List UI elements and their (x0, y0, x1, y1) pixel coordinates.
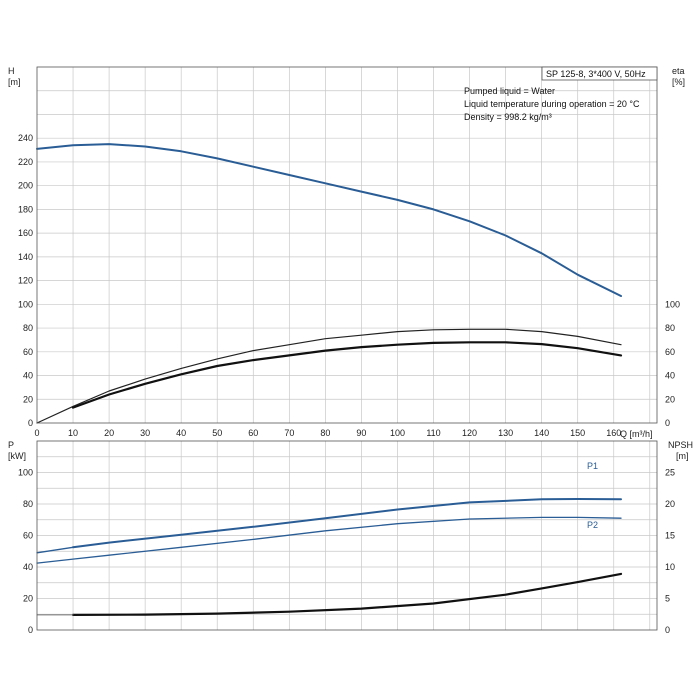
head-tick-label: 20 (23, 394, 33, 404)
eta-tick-label: 100 (665, 299, 680, 309)
npsh-curve (71, 572, 623, 617)
head-tick-label: 200 (18, 181, 33, 191)
npsh-tick-label: 25 (665, 468, 675, 478)
power-tick-label: 80 (23, 499, 33, 509)
x-tick-label: 50 (212, 428, 222, 438)
eta-tick-label: 0 (665, 418, 670, 428)
P-extension-curve (36, 546, 74, 554)
power-axis-label: P (8, 440, 14, 450)
x-tick-label: 140 (534, 428, 549, 438)
eta-thick-curve (71, 341, 623, 409)
p2-series-label: P2 (587, 520, 598, 530)
eta-tick-label: 20 (665, 394, 675, 404)
eta-tick-label: 40 (665, 371, 675, 381)
lower-ticks: 0 20 40 60 80 100 0 5 10 15 20 25 (18, 468, 675, 636)
npsh-tick-label: 15 (665, 531, 675, 541)
head-tick-label: 180 (18, 204, 33, 214)
liquid-info: Pumped liquid = Water Liquid temperature… (464, 86, 640, 122)
lower-grid (37, 441, 657, 630)
p1-series-label: P1 (587, 461, 598, 471)
head-axis-unit: [m] (8, 77, 21, 87)
power-npsh-panel: 0 20 40 60 80 100 0 5 10 15 20 25 P [kW] NPSH [m] P… (8, 440, 693, 635)
x-tick-label: 90 (356, 428, 366, 438)
x-tick-label: 60 (248, 428, 258, 438)
lower-plot-frame (36, 440, 658, 631)
model-title: SP 125-8, 3*400 V, 50Hz (546, 69, 646, 79)
x-tick-label: 10 (68, 428, 78, 438)
head-axis-label: H (8, 66, 15, 76)
power-tick-label: 0 (28, 625, 33, 635)
x-tick-label: 80 (320, 428, 330, 438)
x-tick-label: 20 (104, 428, 114, 438)
head-tick-label: 160 (18, 228, 33, 238)
p2-curve (36, 516, 622, 564)
npsh-axis-unit: [m] (676, 451, 689, 461)
x-tick-label: 150 (570, 428, 585, 438)
liquid-info-line: Pumped liquid = Water (464, 86, 555, 96)
power-tick-label: 40 (23, 562, 33, 572)
power-tick-label: 60 (23, 531, 33, 541)
eta-axis-label: eta (672, 66, 685, 76)
upper-series (36, 143, 623, 424)
head-tick-label: 240 (18, 133, 33, 143)
x-tick-label: 160 (606, 428, 621, 438)
upper-plot-frame (36, 66, 658, 424)
eta-tick-label: 60 (665, 347, 675, 357)
power-tick-label: 100 (18, 468, 33, 478)
npsh-axis-label: NPSH (668, 440, 693, 450)
npsh-tick-label: 5 (665, 594, 670, 604)
flow-axis-label: Q [m³/h] (620, 429, 653, 439)
liquid-info-line: Liquid temperature during operation = 20… (464, 99, 640, 109)
head-tick-label: 40 (23, 371, 33, 381)
head-tick-label: 0 (28, 418, 33, 428)
head-curve (36, 143, 622, 297)
head-tick-label: 120 (18, 276, 33, 286)
title-box-border (541, 66, 658, 81)
x-tick-label: 120 (462, 428, 477, 438)
head-tick-label: 100 (18, 299, 33, 309)
npsh-tick-label: 0 (665, 625, 670, 635)
eta-tick-label: 80 (665, 323, 675, 333)
x-tick-label: 0 (34, 428, 39, 438)
npsh-tick-label: 10 (665, 562, 675, 572)
x-tick-label: 100 (390, 428, 405, 438)
title-box: SP 125-8, 3*400 V, 50Hz (541, 66, 658, 81)
eta-thin-curve (36, 328, 622, 424)
lower-series (36, 498, 623, 617)
liquid-info-line: Density = 998.2 kg/m³ (464, 112, 552, 122)
x-tick-label: 40 (176, 428, 186, 438)
npsh-tick-label: 20 (665, 499, 675, 509)
head-tick-label: 60 (23, 347, 33, 357)
head-efficiency-panel: 0 10 20 30 40 50 60 70 80 90 100 110 120 130 140 150 160… (8, 66, 685, 439)
x-tick-label: 110 (426, 428, 440, 438)
eta-axis-unit: [%] (672, 77, 685, 87)
x-tick-label: 70 (284, 428, 294, 438)
x-tick-label: 30 (140, 428, 150, 438)
x-tick-label: 130 (498, 428, 513, 438)
head-tick-label: 80 (23, 323, 33, 333)
head-tick-label: 220 (18, 157, 33, 167)
power-tick-label: 20 (23, 594, 33, 604)
head-tick-label: 140 (18, 252, 33, 262)
power-axis-unit: [kW] (8, 451, 26, 461)
upper-ticks: 0 10 20 30 40 50 60 70 80 90 100 110 120 130 140 150 160… (18, 133, 680, 438)
upper-grid (37, 67, 657, 423)
p1-curve (72, 498, 622, 549)
